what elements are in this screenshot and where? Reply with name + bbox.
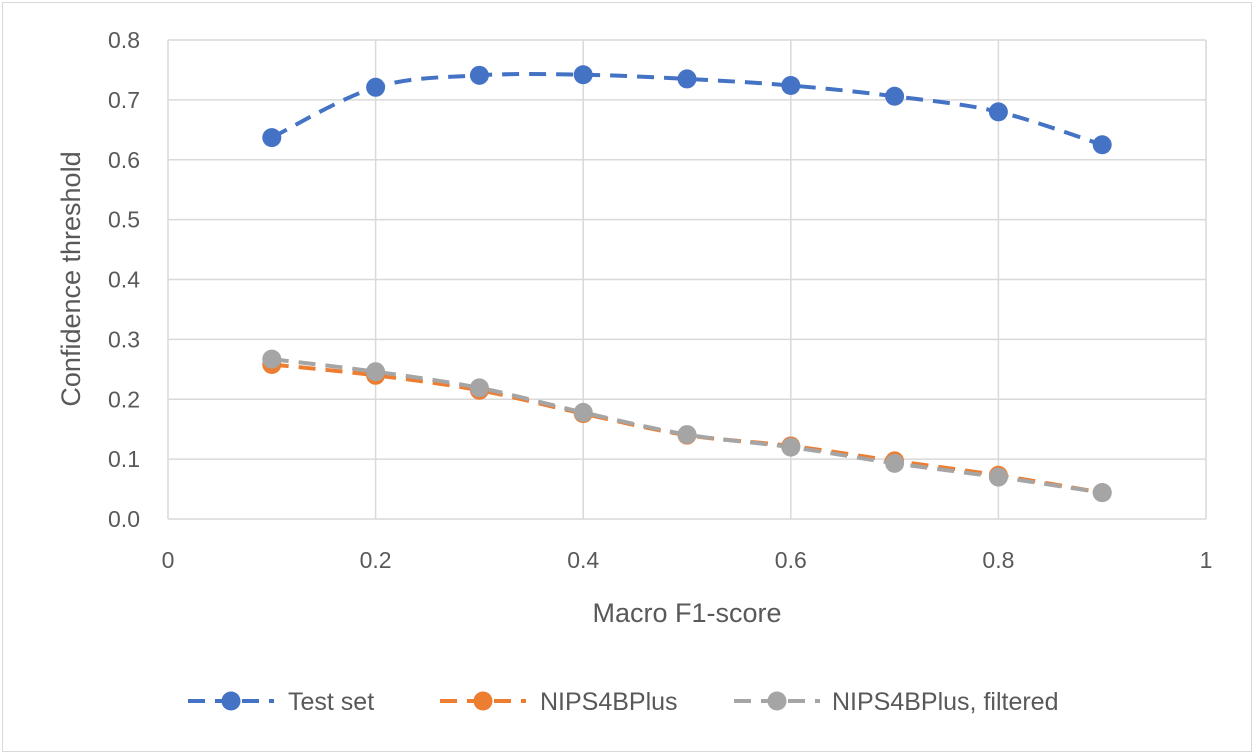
x-axis-title: Macro F1-score: [592, 598, 781, 628]
legend-swatch-marker: [221, 691, 241, 711]
y-axis-title: Confidence threshold: [56, 151, 86, 406]
x-tick-label: 0.2: [360, 547, 392, 573]
data-point-test-set: [988, 102, 1008, 122]
data-point-nips4bplus-filtered: [1092, 483, 1112, 503]
data-point-test-set: [677, 69, 697, 89]
legend-label: NIPS4BPlus, filtered: [832, 688, 1059, 716]
x-tick-label: 1: [1200, 547, 1213, 573]
data-point-nips4bplus-filtered: [573, 402, 593, 422]
y-tick-label: 0.3: [108, 326, 140, 352]
data-point-test-set: [366, 77, 386, 97]
data-point-test-set: [781, 76, 801, 96]
data-point-nips4bplus-filtered: [781, 437, 801, 457]
data-point-nips4bplus-filtered: [677, 425, 697, 445]
y-tick-label: 0.0: [108, 506, 140, 532]
legend-swatch-marker: [767, 691, 787, 711]
tick-labels: 0.0 0.1 0.2 0.3 0.4 0.5 0.6 0.7 0.8 0 0.2 0.4 0.6 0.8…: [108, 27, 1212, 573]
y-tick-label: 0.8: [108, 27, 140, 53]
x-tick-label: 0.8: [982, 547, 1014, 573]
data-point-nips4bplus-filtered: [469, 378, 489, 398]
y-tick-label: 0.1: [108, 446, 140, 472]
legend-item-nips4bplus-filtered: NIPS4BPlus, filtered: [734, 688, 1059, 716]
legend: Test set NIPS4BPlus NIPS4BPlus, filtered: [188, 688, 1059, 716]
legend-label: Test set: [288, 688, 374, 716]
x-tick-label: 0: [162, 547, 175, 573]
series-points: [262, 65, 1112, 503]
series-line-nips4bplus-filtered: [271, 357, 1103, 495]
y-tick-label: 0.5: [108, 207, 140, 233]
y-tick-label: 0.2: [108, 386, 140, 412]
data-point-nips4bplus-filtered: [885, 453, 905, 473]
x-tick-label: 0.6: [775, 547, 807, 573]
data-point-test-set: [469, 65, 489, 85]
legend-swatch-marker: [473, 691, 493, 711]
legend-item-nips4bplus: NIPS4BPlus: [440, 688, 678, 716]
y-tick-label: 0.6: [108, 147, 140, 173]
data-point-test-set: [1092, 135, 1112, 155]
y-tick-label: 0.7: [108, 87, 140, 113]
data-point-test-set: [885, 86, 905, 106]
legend-item-test-set: Test set: [188, 688, 374, 716]
x-tick-label: 0.4: [567, 547, 599, 573]
data-point-test-set: [262, 128, 282, 148]
data-point-nips4bplus-filtered: [262, 349, 282, 369]
y-tick-label: 0.4: [108, 267, 140, 293]
series-line-test-set: [270, 72, 1103, 147]
data-point-test-set: [573, 65, 593, 85]
data-point-nips4bplus-filtered: [988, 467, 1008, 487]
legend-label: NIPS4BPlus: [540, 688, 678, 716]
data-point-nips4bplus-filtered: [366, 362, 386, 382]
